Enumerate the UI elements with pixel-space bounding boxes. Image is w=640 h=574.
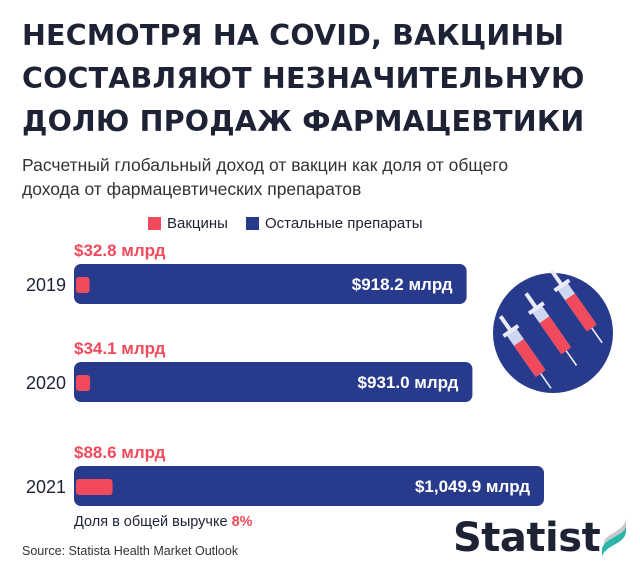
legend: Вакцины Остальные препараты bbox=[148, 212, 441, 234]
syringes-icon bbox=[480, 258, 630, 408]
title-line: НЕСМОТРЯ НА COVID, ВАКЦИНЫ bbox=[22, 19, 565, 52]
title-line: СОСТАВЛЯЮТ НЕЗНАЧИТЕЛЬНУЮ bbox=[22, 62, 585, 95]
category-label: 2021 bbox=[26, 477, 66, 497]
share-footnote: Доля в общей выручке 8% bbox=[74, 514, 253, 530]
legend-item-vaccines: Вакцины bbox=[148, 215, 228, 232]
source-note: Source: Statista Health Market Outlook bbox=[22, 544, 239, 558]
bar-other bbox=[74, 362, 473, 402]
statista-wave-icon bbox=[602, 517, 627, 559]
category-label: 2019 bbox=[26, 275, 66, 295]
vaccine-value-label: $32.8 млрд bbox=[74, 241, 166, 260]
logo-text: Statist bbox=[453, 515, 601, 561]
vaccine-value-label: $34.1 млрд bbox=[74, 339, 166, 358]
bar-vaccines bbox=[76, 277, 90, 293]
vaccine-value-label: $88.6 млрд bbox=[74, 443, 166, 462]
bar-other bbox=[74, 466, 544, 506]
legend-label: Остальные препараты bbox=[264, 214, 423, 232]
bar-other bbox=[74, 264, 467, 304]
subtitle-line: дохода от фармацевтических препаратов bbox=[22, 179, 362, 199]
legend-swatch-other bbox=[245, 216, 259, 230]
title-line: ДОЛЮ ПРОДАЖ ФАРМАЦЕВТИКИ bbox=[22, 105, 585, 138]
legend-item-other: Остальные препараты bbox=[245, 214, 423, 232]
chart-title: НЕСМОТРЯ НА COVID, ВАКЦИНЫ СОСТАВЛЯЮТ НЕ… bbox=[22, 14, 622, 143]
footnote-text: Доля в общей выручке bbox=[74, 514, 232, 530]
legend-swatch-vaccines bbox=[148, 216, 161, 230]
bar-vaccines bbox=[76, 375, 91, 391]
footnote-value: 8% bbox=[231, 514, 253, 530]
category-label: 2020 bbox=[26, 373, 66, 393]
subtitle-line: Расчетный глобальный доход от вакцин как… bbox=[22, 155, 509, 175]
statista-logo: Statist bbox=[453, 512, 630, 564]
other-value-label: $1,049.9 млрд bbox=[415, 477, 530, 496]
bar-vaccines bbox=[76, 479, 113, 495]
other-value-label: $918.2 млрд bbox=[352, 275, 453, 294]
other-value-label: $931.0 млрд bbox=[358, 373, 459, 392]
chart-subtitle: Расчетный глобальный доход от вакцин как… bbox=[22, 153, 622, 201]
legend-label: Вакцины bbox=[167, 214, 228, 232]
